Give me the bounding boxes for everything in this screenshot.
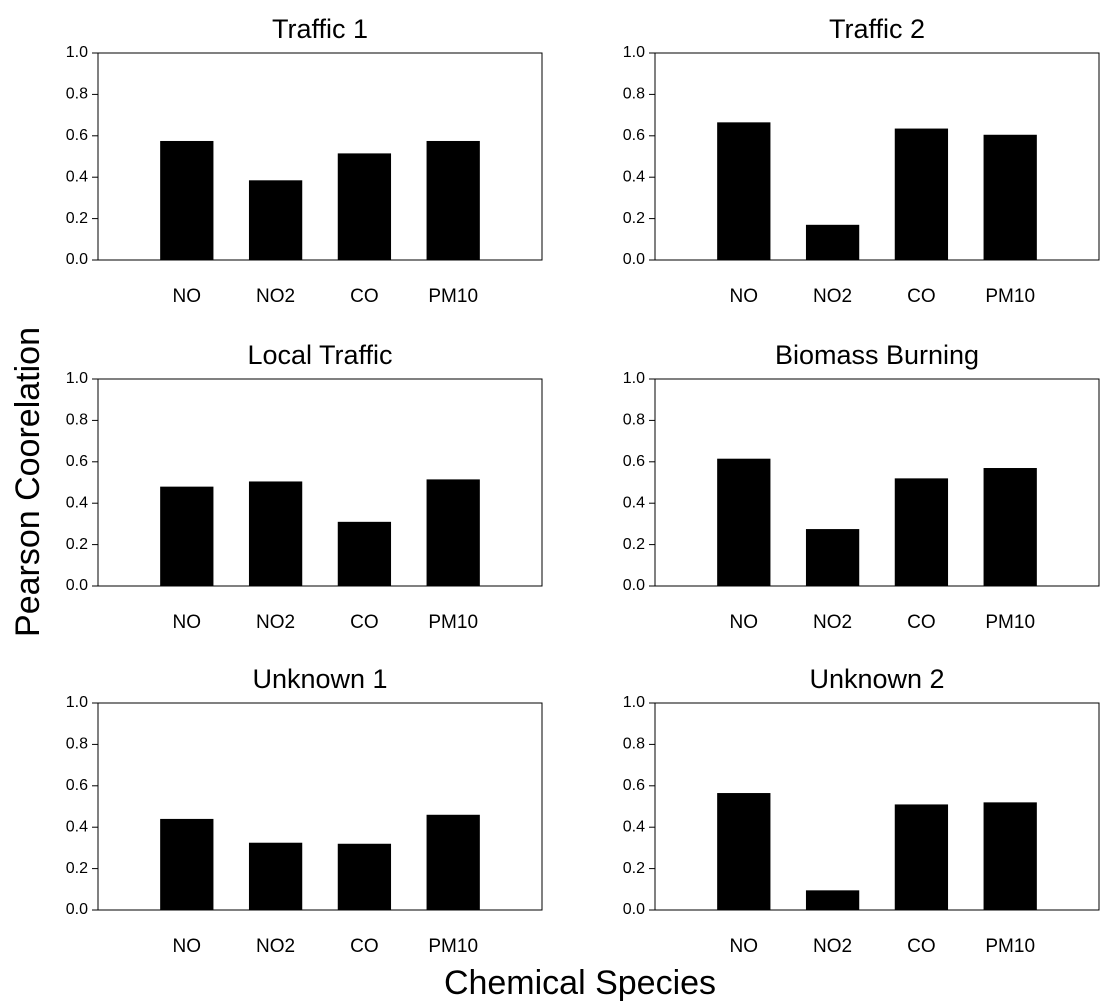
bar: [805, 529, 860, 586]
plot-frame: [654, 378, 1100, 587]
plot-frame: [97, 378, 543, 587]
y-tick-label: 1.0: [66, 370, 88, 387]
plot-frame: [654, 52, 1100, 261]
y-tick-label: 0.6: [66, 127, 88, 144]
y-tick-label: 0.2: [623, 210, 645, 227]
x-tick-label: NO2: [256, 286, 295, 307]
bar: [717, 122, 771, 260]
x-tick-label: PM10: [985, 936, 1035, 957]
bar: [337, 843, 392, 910]
y-tick-label: 0.8: [623, 736, 645, 753]
x-tick-label: NO: [730, 936, 759, 957]
x-tick-label: NO2: [256, 936, 295, 957]
plot-frame: [654, 702, 1100, 911]
x-tick-label: NO2: [256, 612, 295, 633]
x-tick-label: NO2: [813, 936, 852, 957]
bar: [337, 521, 392, 586]
x-tick-label: PM10: [428, 286, 478, 307]
y-tick-label: 0.2: [66, 860, 88, 877]
x-tick-label: NO: [730, 286, 759, 307]
x-tick-label: PM10: [985, 286, 1035, 307]
y-tick-label: 0.0: [623, 577, 645, 594]
bar: [426, 140, 480, 260]
bar: [717, 458, 771, 586]
y-tick-label: 0.6: [623, 127, 645, 144]
y-tick-label: 0.0: [66, 577, 88, 594]
bar: [426, 814, 480, 910]
x-tick-label: NO2: [813, 612, 852, 633]
y-tick-label: 1.0: [623, 694, 645, 711]
bar: [805, 224, 860, 260]
bar: [983, 134, 1037, 260]
y-tick-label: 0.6: [66, 777, 88, 794]
bar: [717, 793, 771, 910]
y-tick-label: 1.0: [66, 694, 88, 711]
chart-title: Traffic 2: [829, 14, 925, 44]
y-tick-label: 1.0: [623, 44, 645, 61]
bar: [805, 890, 860, 910]
x-tick-label: CO: [907, 612, 936, 633]
bar: [248, 481, 303, 586]
y-tick-label: 1.0: [623, 370, 645, 387]
bar: [894, 804, 949, 910]
x-tick-label: CO: [350, 286, 379, 307]
x-tick-label: PM10: [985, 612, 1035, 633]
x-tick-label: CO: [350, 612, 379, 633]
y-tick-label: 0.4: [66, 494, 88, 511]
chart-title: Biomass Burning: [775, 340, 979, 370]
y-tick-label: 0.4: [623, 494, 645, 511]
x-axis-label: Chemical Species: [444, 964, 716, 1002]
y-tick-label: 0.0: [623, 251, 645, 268]
bar: [248, 180, 303, 260]
bar: [426, 479, 480, 586]
y-tick-label: 1.0: [66, 44, 88, 61]
x-tick-label: NO2: [813, 286, 852, 307]
y-axis-label: Pearson Coorelation: [9, 327, 47, 637]
bar: [337, 153, 392, 260]
bar: [160, 818, 214, 910]
y-tick-label: 0.8: [66, 86, 88, 103]
y-tick-label: 0.2: [66, 210, 88, 227]
y-tick-label: 0.2: [623, 860, 645, 877]
bar: [894, 128, 949, 260]
y-tick-label: 0.8: [623, 86, 645, 103]
y-tick-label: 0.6: [623, 453, 645, 470]
chart-title: Unknown 2: [809, 664, 944, 694]
bar: [983, 802, 1037, 910]
x-tick-label: CO: [350, 936, 379, 957]
y-tick-label: 0.2: [66, 536, 88, 553]
x-tick-label: NO: [730, 612, 759, 633]
x-tick-label: CO: [907, 936, 936, 957]
y-tick-label: 0.2: [623, 536, 645, 553]
plot-frame: [97, 702, 543, 911]
chart-title: Local Traffic: [247, 340, 392, 370]
y-tick-label: 0.8: [66, 412, 88, 429]
chart-title: Unknown 1: [252, 664, 387, 694]
x-tick-label: CO: [907, 286, 936, 307]
bar: [894, 478, 949, 586]
x-tick-label: NO: [173, 936, 202, 957]
y-tick-label: 0.8: [66, 736, 88, 753]
bar: [983, 468, 1037, 586]
y-tick-label: 0.4: [66, 168, 88, 185]
y-tick-label: 0.4: [623, 818, 645, 835]
y-tick-label: 0.8: [623, 412, 645, 429]
y-tick-label: 0.6: [623, 777, 645, 794]
bar: [160, 140, 214, 260]
y-tick-label: 0.0: [66, 251, 88, 268]
y-tick-label: 0.4: [66, 818, 88, 835]
bar: [248, 842, 303, 910]
bar: [160, 486, 214, 586]
x-tick-label: PM10: [428, 612, 478, 633]
y-tick-label: 0.6: [66, 453, 88, 470]
chart-title: Traffic 1: [272, 14, 368, 44]
y-tick-label: 0.4: [623, 168, 645, 185]
x-tick-label: NO: [173, 286, 202, 307]
y-tick-label: 0.0: [66, 901, 88, 918]
y-tick-label: 0.0: [623, 901, 645, 918]
x-tick-label: PM10: [428, 936, 478, 957]
x-tick-label: NO: [173, 612, 202, 633]
plot-frame: [97, 52, 543, 261]
